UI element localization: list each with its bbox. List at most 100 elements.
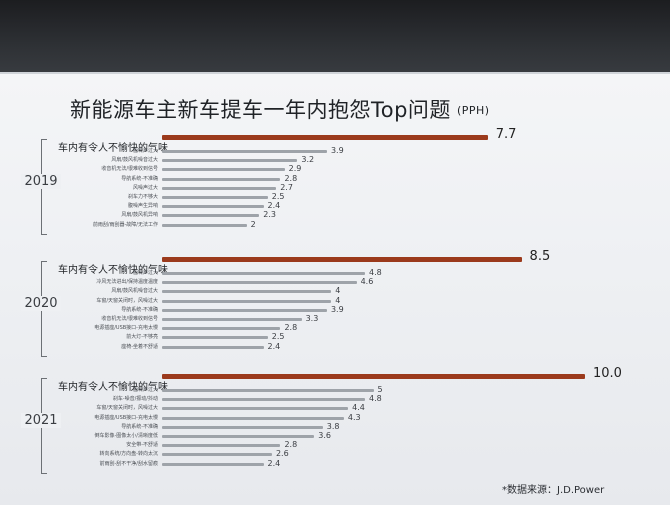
bar bbox=[162, 389, 374, 392]
value-label: 2.5 bbox=[271, 332, 285, 342]
category-label: 导航系统-不准确 bbox=[121, 423, 158, 430]
chart-unit: (PPH) bbox=[456, 104, 490, 117]
category-label: 收音机无法/很难收到信号 bbox=[101, 166, 158, 173]
value-label: 4 bbox=[335, 286, 341, 296]
category-label: 风扇/鼓风机噪音过大 bbox=[111, 288, 158, 295]
value-label: 5 bbox=[377, 385, 383, 394]
value-label: 10.0 bbox=[593, 366, 622, 381]
bar bbox=[162, 159, 298, 163]
value-label: 4.8 bbox=[369, 394, 382, 404]
room-wall bbox=[0, 0, 670, 80]
bar bbox=[162, 374, 585, 379]
value-label: 3.3 bbox=[305, 314, 319, 323]
category-label: 车窗/天窗关闭时，风噪过大 bbox=[96, 297, 158, 304]
bar bbox=[162, 462, 264, 466]
category-label: 风噪声过大 bbox=[132, 184, 158, 191]
value-label: 3.9 bbox=[330, 146, 344, 155]
value-label: 2.8 bbox=[284, 173, 298, 183]
category-label: 车内有令人不愉快的气味 bbox=[58, 382, 168, 393]
year-bracket-tick bbox=[41, 378, 47, 379]
category-label: 电源插座/USB接口-充电太慢 bbox=[94, 325, 158, 332]
value-label: 2.9 bbox=[288, 164, 302, 174]
category-label: 刹车力不够大 bbox=[127, 194, 158, 200]
bar bbox=[162, 444, 281, 448]
value-label: 3.8 bbox=[326, 421, 340, 431]
value-label: 3.9 bbox=[330, 304, 344, 314]
category-label: 风扇/鼓风机噪音过大 bbox=[111, 157, 158, 164]
bar bbox=[162, 299, 332, 303]
year-bracket-tick bbox=[41, 139, 47, 140]
bar bbox=[162, 223, 247, 227]
bar bbox=[162, 416, 344, 420]
value-label: 4.8 bbox=[369, 268, 382, 277]
category-label: 前雨刮-刮不干净/刮水留痕 bbox=[99, 460, 159, 467]
category-label: 前大灯-不够亮 bbox=[126, 334, 158, 341]
value-label: 2.5 bbox=[271, 192, 285, 201]
bar bbox=[162, 425, 323, 429]
category-label: 风扇/鼓风机异响 bbox=[121, 212, 158, 219]
value-label: 4 bbox=[335, 295, 341, 305]
value-label: 3.2 bbox=[301, 155, 315, 165]
year-label: 2019 bbox=[21, 174, 61, 190]
bar bbox=[162, 345, 264, 349]
bar bbox=[162, 272, 366, 275]
bar bbox=[162, 205, 264, 209]
category-label: 导航系统-不准确 bbox=[121, 175, 158, 182]
value-label: 4.3 bbox=[347, 412, 361, 422]
year-label: 2021 bbox=[21, 413, 61, 429]
value-label: 2.7 bbox=[280, 182, 293, 192]
value-label: 7.7 bbox=[495, 127, 517, 142]
bar bbox=[162, 186, 277, 190]
value-label: 2.6 bbox=[275, 449, 289, 459]
bar bbox=[162, 336, 268, 340]
year-bracket-tick bbox=[41, 261, 47, 262]
year-bracket-tick bbox=[41, 472, 47, 474]
value-label: 2.4 bbox=[267, 341, 281, 351]
data-source: *数据来源：J.D.Power bbox=[502, 485, 605, 496]
bar bbox=[162, 135, 488, 140]
category-label: 胎噪声过大 bbox=[132, 148, 158, 154]
category-label: 腹噪声生异响 bbox=[127, 203, 158, 210]
year-bracket-tick bbox=[41, 355, 47, 357]
bar bbox=[162, 257, 522, 262]
bar bbox=[162, 308, 327, 312]
bar bbox=[162, 168, 285, 172]
category-label: 胎噪声过大 bbox=[132, 270, 158, 276]
category-label: 收音机无法/很难收到信号 bbox=[101, 316, 158, 322]
category-label: 车窗/天窗关闭时，风噪过大 bbox=[96, 405, 158, 412]
category-label: 导航系统-不准确 bbox=[121, 306, 158, 313]
year-bracket-tick bbox=[41, 233, 47, 235]
category-label: 车内有令人不愉快的气味 bbox=[58, 265, 168, 276]
value-label: 4.4 bbox=[352, 403, 365, 413]
value-label: 3.6 bbox=[318, 431, 331, 440]
bar bbox=[162, 327, 281, 331]
value-label: 2.4 bbox=[267, 458, 281, 468]
bar bbox=[162, 407, 349, 411]
bar bbox=[162, 281, 357, 285]
presentation-screen bbox=[0, 72, 670, 505]
value-label: 2.8 bbox=[284, 323, 298, 333]
bar bbox=[162, 435, 315, 438]
category-label: 安全带-不舒适 bbox=[126, 442, 158, 449]
bar bbox=[162, 177, 281, 181]
bar bbox=[162, 214, 260, 218]
value-label: 2 bbox=[250, 219, 256, 229]
bar bbox=[162, 398, 366, 402]
bar bbox=[162, 150, 327, 153]
bar bbox=[162, 290, 332, 294]
chart-title: 新能源车主新车提车一年内抱怨Top问题 (PPH) bbox=[70, 98, 490, 122]
category-label: 冷风无法进出/保持温度温度 bbox=[96, 279, 158, 286]
bar bbox=[162, 453, 272, 457]
category-label: 车内有令人不愉快的气味 bbox=[58, 143, 168, 154]
value-label: 2.4 bbox=[267, 201, 281, 211]
category-label: 座椅-坐着不舒适 bbox=[121, 343, 158, 350]
category-label: 倒车影像-图像太小/清晰度低 bbox=[94, 433, 159, 439]
category-label: 刹车-噪音/振动/抖动 bbox=[112, 396, 158, 403]
category-label: 前雨刮/雨刮器-故障/无法工作 bbox=[92, 221, 158, 228]
category-label: 电源插座/USB接口-充电太慢 bbox=[94, 414, 158, 421]
category-label: 胎噪声过大 bbox=[132, 387, 158, 393]
year-label: 2020 bbox=[21, 296, 61, 312]
value-label: 8.5 bbox=[529, 249, 551, 264]
value-label: 2.3 bbox=[263, 210, 277, 220]
category-label: 转向系统/方向盘-转向太沉 bbox=[99, 451, 159, 458]
